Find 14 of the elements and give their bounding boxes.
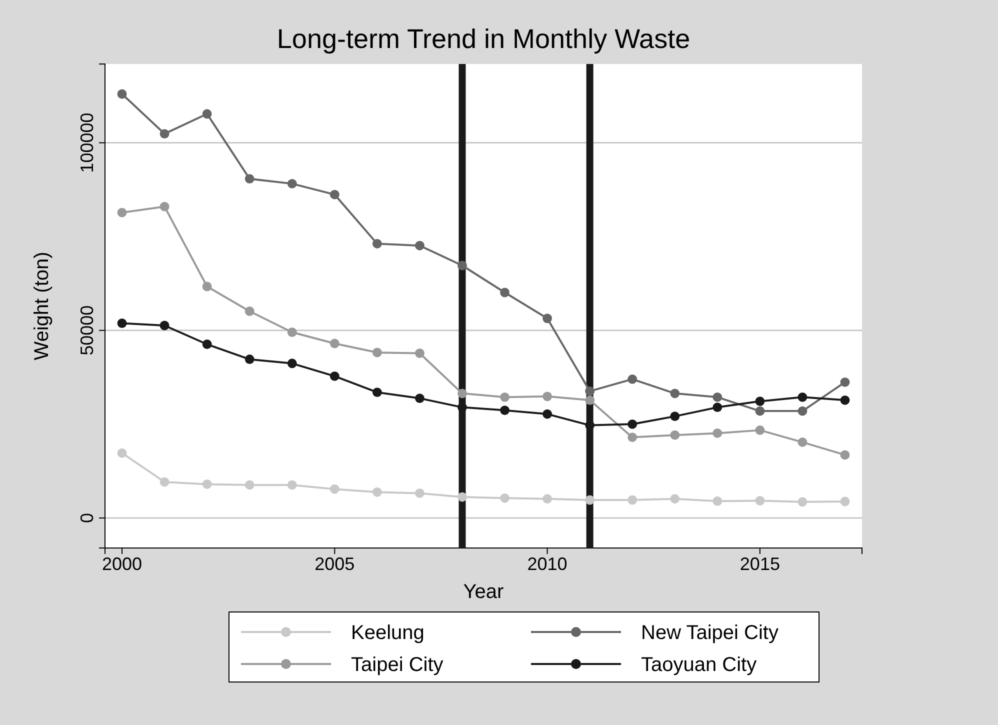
x-tick-label: 2005 (314, 554, 355, 574)
x-axis-title: Year (463, 581, 504, 603)
y-tick-label: 50000 (77, 305, 97, 356)
legend-label: New Taipei City (641, 622, 778, 644)
chart-title: Long-term Trend in Monthly Waste (276, 24, 690, 54)
legend-label: Taipei City (351, 654, 444, 676)
y-tick-label: 100000 (77, 112, 97, 173)
x-tick-label: 2015 (740, 554, 780, 574)
legend-label: Keelung (351, 622, 424, 644)
y-axis-title: Weight (ton) (31, 252, 53, 360)
x-tick-label: 2000 (102, 554, 142, 574)
y-tick-label: 0 (77, 512, 97, 523)
x-tick-label: 2010 (527, 554, 568, 574)
legend-label: Taoyuan City (641, 654, 757, 676)
